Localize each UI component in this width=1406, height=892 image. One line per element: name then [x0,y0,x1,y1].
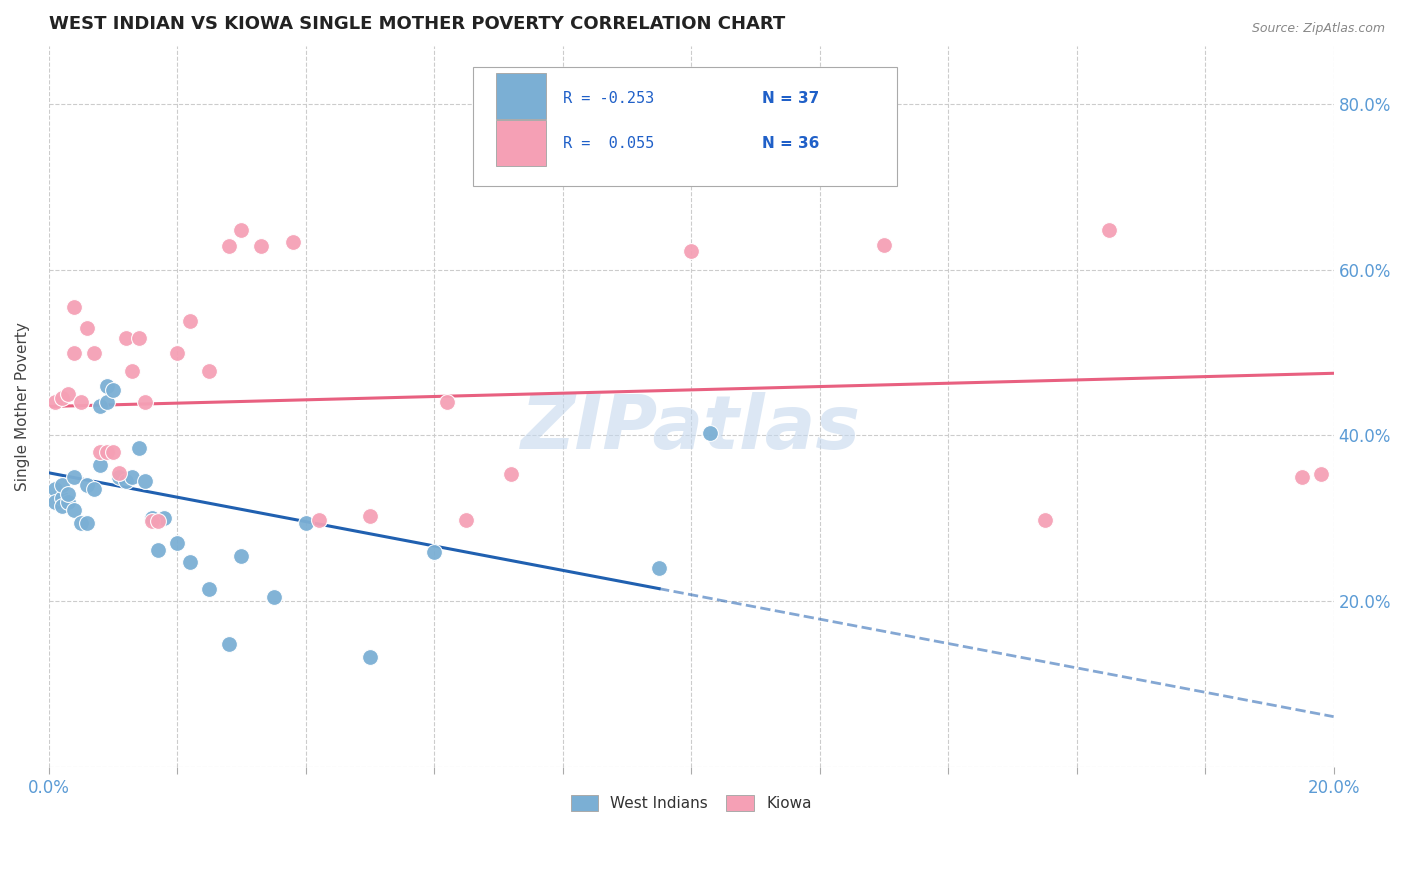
Point [1033,513,1056,527]
Point [359,508,381,523]
Point [281,235,304,250]
Point [179,555,201,569]
Point [108,470,131,484]
Point [231,549,253,563]
Text: WEST INDIAN VS KIOWA SINGLE MOTHER POVERTY CORRELATION CHART: WEST INDIAN VS KIOWA SINGLE MOTHER POVER… [49,15,785,33]
Point [108,466,131,480]
Point [1309,467,1331,482]
Point [96,395,118,409]
Point [44,395,66,409]
Point [70,395,93,409]
FancyBboxPatch shape [472,67,897,186]
Point [501,467,523,482]
Point [101,383,124,397]
Y-axis label: Single Mother Poverty: Single Mother Poverty [15,322,30,491]
Point [83,483,105,497]
Point [89,400,111,414]
Point [263,591,285,605]
Text: Source: ZipAtlas.com: Source: ZipAtlas.com [1251,22,1385,36]
Point [51,491,73,505]
Point [681,244,703,258]
Point [89,445,111,459]
Point [63,300,86,314]
Point [198,582,221,596]
Point [44,483,66,497]
Point [63,345,86,359]
Point [76,320,98,334]
Point [249,239,271,253]
Point [308,513,330,527]
Point [44,495,66,509]
Point [231,223,253,237]
Legend: West Indians, Kiowa: West Indians, Kiowa [565,789,818,817]
Point [134,395,156,409]
Point [56,387,79,401]
Text: R = -0.253: R = -0.253 [562,91,654,106]
Point [121,364,143,378]
FancyBboxPatch shape [496,120,546,166]
Text: R =  0.055: R = 0.055 [562,136,654,151]
Point [83,345,105,359]
Point [436,395,458,409]
Point [56,495,79,509]
Point [63,470,86,484]
Point [56,486,79,500]
Point [51,391,73,405]
Point [873,237,896,252]
Point [146,514,169,528]
Point [1098,223,1121,237]
Point [166,536,188,550]
Point [76,516,98,530]
Point [115,474,138,488]
Text: ZIPatlas: ZIPatlas [522,392,862,465]
Point [699,425,721,440]
Point [218,239,240,253]
Point [76,478,98,492]
Point [456,513,478,527]
FancyBboxPatch shape [496,73,546,120]
Point [294,516,316,530]
Point [96,445,118,459]
Point [1291,470,1313,484]
Point [141,511,163,525]
Point [128,330,150,344]
Point [134,474,156,488]
Point [121,470,143,484]
Point [141,514,163,528]
Point [198,364,221,378]
Point [218,638,240,652]
Point [153,511,176,525]
Point [648,561,671,575]
Point [63,503,86,517]
Point [70,516,93,530]
Text: N = 37: N = 37 [762,91,820,106]
Point [146,543,169,558]
Point [423,544,446,558]
Point [51,499,73,513]
Point [166,345,188,359]
Point [128,441,150,455]
Point [96,378,118,392]
Point [179,314,201,328]
Point [51,478,73,492]
Point [101,445,124,459]
Point [359,649,381,664]
Point [89,458,111,472]
Text: N = 36: N = 36 [762,136,820,151]
Point [115,330,138,344]
